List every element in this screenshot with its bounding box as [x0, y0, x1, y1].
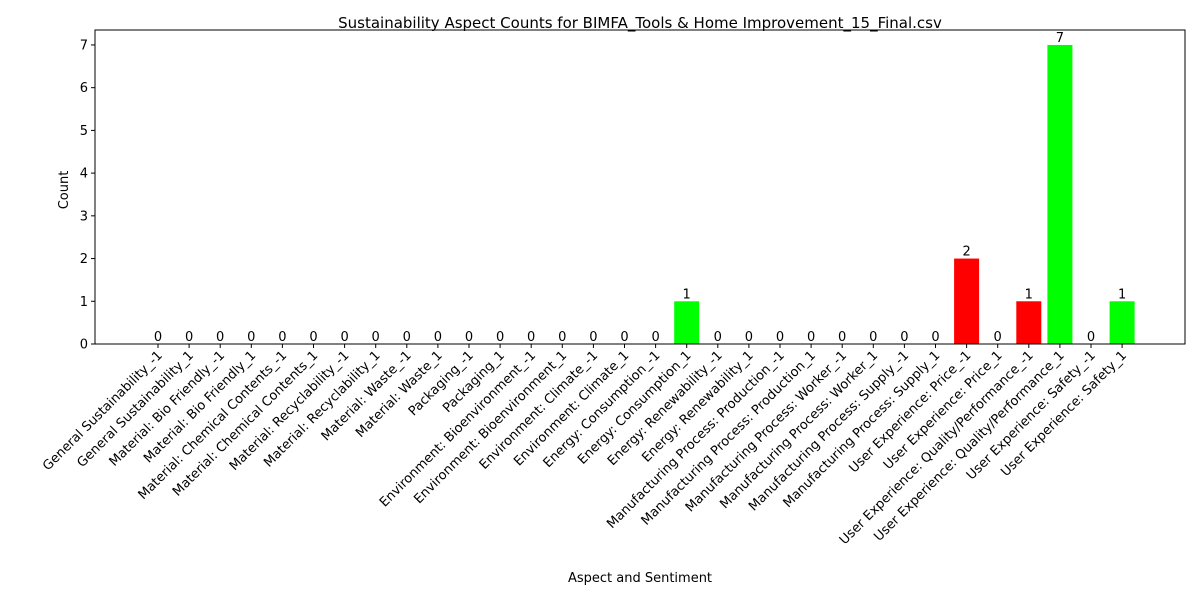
bar-value-label: 2	[962, 245, 970, 260]
y-tick-label: 5	[80, 124, 88, 139]
bar-value-label: 0	[309, 330, 317, 345]
bar-value-label: 0	[247, 330, 255, 345]
bar	[1016, 301, 1042, 344]
bar-value-label: 0	[465, 330, 473, 345]
bar	[954, 258, 980, 344]
bar-value-label: 0	[527, 330, 535, 345]
chart-title: Sustainability Aspect Counts for BIMFA_T…	[338, 14, 942, 33]
y-tick-label: 2	[80, 252, 88, 267]
bar-value-label: 0	[651, 330, 659, 345]
bar-value-label: 0	[838, 330, 846, 345]
y-tick-label: 6	[80, 81, 88, 96]
bar-value-label: 0	[900, 330, 908, 345]
bar-value-label: 0	[434, 330, 442, 345]
bar	[1047, 44, 1073, 344]
bar-value-label: 0	[496, 330, 504, 345]
bar-value-label: 1	[1025, 287, 1033, 302]
bar-value-label: 0	[1087, 330, 1095, 345]
bar-value-label: 0	[714, 330, 722, 345]
bar-value-label: 0	[403, 330, 411, 345]
y-tick-label: 1	[80, 295, 88, 310]
bar-value-label: 0	[807, 330, 815, 345]
bar-value-label: 0	[185, 330, 193, 345]
x-axis-label: Aspect and Sentiment	[568, 571, 712, 586]
bar	[674, 301, 700, 344]
bar-value-label: 0	[558, 330, 566, 345]
bar-value-label: 0	[931, 330, 939, 345]
bar-value-label: 0	[620, 330, 628, 345]
y-tick-label: 4	[80, 167, 88, 182]
bar-value-label: 0	[154, 330, 162, 345]
y-tick-label: 0	[80, 338, 88, 353]
y-axis-label: Count	[57, 171, 72, 210]
bar-value-label: 0	[216, 330, 224, 345]
bar-value-label: 0	[372, 330, 380, 345]
plot-frame	[94, 29, 1186, 345]
plot-background	[95, 30, 1185, 344]
data-labels-layer: 0 0 0 0 0 0 0 0 0 0 0 0 0 0 0 0 0 1 0 0 0 0 0 0 0 0 2 0 1 7 0 1	[154, 31, 1126, 345]
bar-value-label: 0	[589, 330, 597, 345]
bar-value-label: 0	[340, 330, 348, 345]
bar-value-label: 0	[745, 330, 753, 345]
bar-value-label: 0	[869, 330, 877, 345]
bar-value-label: 7	[1056, 31, 1064, 46]
bar-value-label: 1	[683, 287, 691, 302]
bar-value-label: 1	[1118, 287, 1126, 302]
y-tick-label: 7	[80, 38, 88, 53]
bar	[1109, 301, 1135, 344]
bar-value-label: 0	[994, 330, 1002, 345]
bar-value-label: 0	[278, 330, 286, 345]
bar-value-label: 0	[776, 330, 784, 345]
y-tick-label: 3	[80, 209, 88, 224]
y-axis: 0 1 2 3 4 5 6 7	[80, 38, 95, 353]
bars-layer	[674, 44, 1135, 344]
